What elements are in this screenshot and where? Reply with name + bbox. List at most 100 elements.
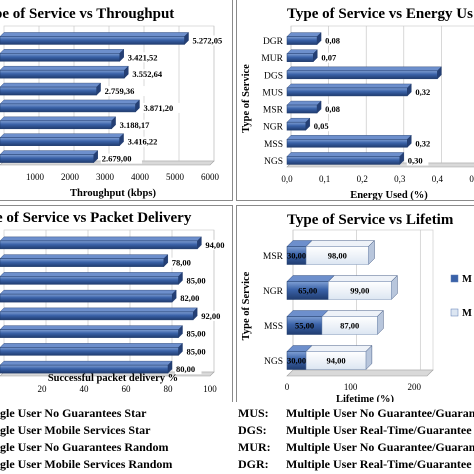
x-tick-label: 0,2 [357,174,368,184]
bar-top [305,240,375,247]
legend-left-text: gle User Mobile Services Star [0,423,151,437]
bar [0,31,190,45]
bar [0,236,202,250]
data-label-bg [320,52,342,63]
bar [0,133,125,147]
data-label: 87,00 [340,321,359,331]
data-label: 3.416,22 [128,137,158,147]
y-axis-label: Type of Service [241,271,252,340]
x-tick-label: 100 [203,384,217,394]
bar-front [286,70,438,80]
x-tick-label: 80 [164,384,174,394]
bar [0,254,169,268]
bar [0,360,173,374]
data-label-bg [175,364,202,375]
x-tick-label: 0,4 [432,174,444,184]
bar-top [286,49,318,54]
x-axis-label: Lifetime (%) [336,394,395,402]
legend-left-text: gle User No Guarantees Random [0,440,169,454]
legend-label: M [462,308,472,319]
bar-front [305,246,369,265]
data-label: 0,32 [415,87,430,97]
data-label: 82,00 [180,293,199,303]
legend-row: gle User No Guarantees Star MUS: Multipl… [0,406,474,423]
data-label-bg [179,293,206,304]
x-tick-label: 0,1 [319,174,330,184]
category-label: NGR [263,123,284,133]
data-label: 3.421,52 [128,52,158,62]
bar [0,150,99,164]
throughput-chart: pe of Service vs Throughput 1000 2000 3000 4… [0,6,232,199]
legend-swatch [450,274,459,283]
category-label: MSR [263,106,284,116]
bar [286,100,322,114]
bar-top [327,275,398,282]
data-label-bg [324,35,346,46]
data-label-bg [131,69,173,80]
energy-chart: Type of Service vs Energy Us 0,0 0,1 0,2 0,3… [241,6,474,200]
data-label: 99,00 [350,286,369,296]
bar [286,32,322,46]
x-axis-label: Throughput (kbps) [70,188,156,199]
bar-top [0,325,183,330]
bar [0,307,198,321]
bar-top [0,150,99,155]
data-label: 55,00 [295,321,314,331]
data-label-bg [126,136,168,147]
x-tick-label: 60 [122,384,132,394]
legend-row: gle User Mobile Services Random DGR: Mul… [0,457,474,474]
data-label-bg [324,104,346,115]
bar [305,345,373,370]
bar [286,117,311,131]
legend-right-text: Multiple User No Guarantee/Guarant [286,406,474,420]
data-label-bg [185,328,212,339]
data-label: 0,30 [408,155,423,165]
data-label: 3.188,17 [120,120,151,130]
data-label: 78,00 [172,258,191,268]
x-tick-label: 6000 [201,172,220,182]
bar-front [0,329,179,338]
bar-top [0,307,198,313]
bar-front [286,53,314,62]
bar-top [0,133,125,138]
bar [286,83,412,97]
category-label: NGR [263,287,284,297]
bar-front [0,86,97,96]
x-tick-label: 40 [80,384,90,394]
energy-chart-panel: Type of Service vs Energy Us 0,0 0,1 0,2 0,3… [236,0,474,201]
bar-top [0,360,173,366]
category-label: NGS [264,357,283,367]
bar-top [286,310,329,317]
x-tick-label: 0,0 [281,174,293,184]
category-label: MUR [261,54,283,64]
bar [0,289,177,303]
bar-front [0,69,125,79]
bar-front [286,87,408,97]
legend-swatch [450,308,459,317]
bar-top [0,272,183,277]
data-label: 3.871,20 [143,103,173,113]
bar [0,342,183,356]
legend-left-text: gle User Mobile Services Random [0,457,173,471]
bar-front [0,53,121,62]
x-axis-label: Successful packet delivery % [48,373,178,384]
bar-front [0,120,112,130]
data-label-bg [170,257,198,268]
x-tick-label: 0,3 [394,174,406,184]
bar-front [305,351,367,370]
data-label-bg [191,35,232,46]
bar [286,66,442,80]
bar [0,271,183,285]
legend-left-text: gle User No Guarantees Star [0,406,147,420]
bar-front [0,293,173,303]
data-label: 2.759,36 [105,86,135,96]
bar-front [0,240,198,250]
data-label: 5.272,05 [193,35,223,45]
bar [0,99,140,113]
x-tick-label: 5000 [166,172,185,182]
bar-front [321,316,378,335]
data-label: 94,00 [205,240,224,250]
bar-front [0,36,185,45]
bar [305,240,375,265]
data-label: 98,00 [328,251,347,261]
